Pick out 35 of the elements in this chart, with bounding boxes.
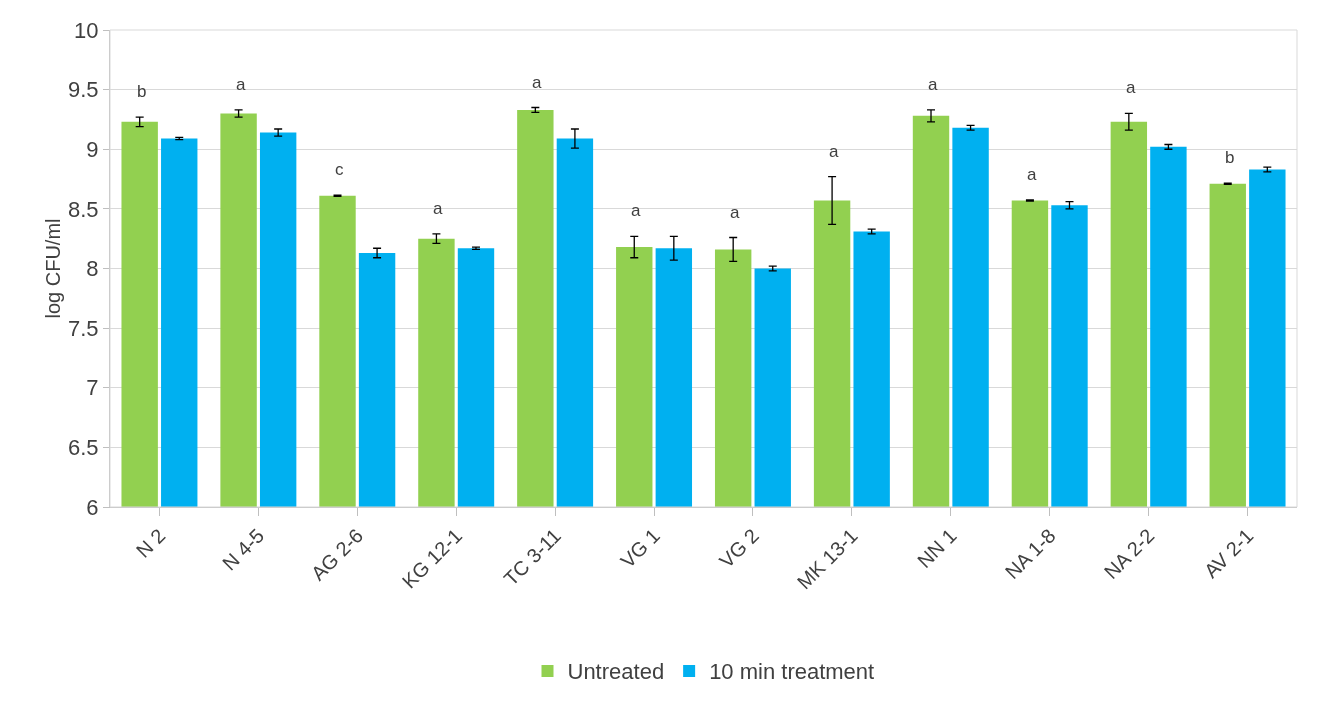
annotation: a bbox=[829, 142, 839, 161]
y-tick-label: 10 bbox=[74, 17, 99, 43]
x-tick-label: NN 1 bbox=[912, 524, 961, 573]
y-tick-label: 9.5 bbox=[68, 77, 99, 103]
annotation: a bbox=[433, 199, 443, 218]
x-tick-label: TC 3-11 bbox=[499, 524, 566, 590]
annotation: b bbox=[137, 82, 147, 101]
x-tick-label: NA 1-8 bbox=[1000, 524, 1060, 584]
annotation: a bbox=[236, 75, 246, 94]
x-tick-label: VG 2 bbox=[715, 524, 763, 573]
y-tick-label: 8.5 bbox=[68, 196, 99, 222]
x-tick-label: AG 2-6 bbox=[306, 524, 368, 585]
annotation: c bbox=[335, 160, 344, 179]
x-tick-label: VG 1 bbox=[616, 524, 664, 573]
x-tick-label: N 4-5 bbox=[218, 524, 269, 575]
annotation: a bbox=[1027, 165, 1037, 184]
legend-label: 10 min treatment bbox=[709, 659, 875, 685]
legend-label: Untreated bbox=[567, 659, 665, 685]
x-tick-label: N 2 bbox=[131, 524, 170, 562]
y-tick-label: 9 bbox=[86, 136, 99, 162]
y-tick-label: 7 bbox=[86, 375, 99, 401]
y-axis-title: log CFU/ml bbox=[42, 218, 64, 319]
annotation: a bbox=[730, 203, 740, 222]
x-tick-label: KG 12-1 bbox=[397, 524, 467, 593]
x-tick-label: NA 2-2 bbox=[1099, 524, 1159, 584]
x-tick-label: AV 2-1 bbox=[1199, 524, 1258, 583]
annotation: a bbox=[631, 201, 641, 220]
annotation: a bbox=[928, 75, 938, 94]
annotation: b bbox=[1225, 148, 1235, 167]
y-tick-label: 7.5 bbox=[68, 315, 99, 341]
y-tick-label: 6.5 bbox=[68, 435, 99, 461]
annotation: a bbox=[1126, 78, 1136, 97]
y-tick-label: 8 bbox=[86, 256, 99, 282]
annotation: a bbox=[532, 73, 542, 92]
y-tick-label: 6 bbox=[86, 494, 99, 520]
